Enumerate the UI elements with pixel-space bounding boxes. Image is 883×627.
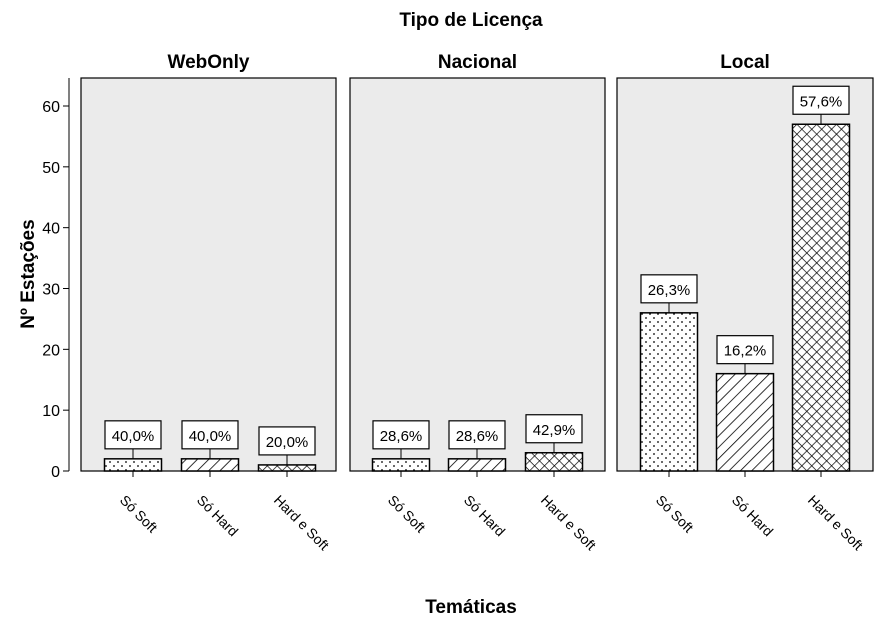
x-tick-label: Hard e Soft <box>538 492 599 553</box>
panel-webonly: WebOnly 40,0% Só Soft 40,0% Só Hard 20,0% Hard… <box>80 52 337 553</box>
y-tick-label: 60 <box>42 99 60 116</box>
bar <box>791 123 851 472</box>
data-label: 26,3% <box>648 282 691 299</box>
panel-local: Local 26,3% Só Soft 16,2% Só Hard 57,6% Hard e… <box>616 52 874 553</box>
x-tick-label: Hard e Soft <box>271 492 332 553</box>
panel-background <box>349 77 606 472</box>
data-label: 16,2% <box>724 343 767 360</box>
panel-header: Local <box>720 52 770 73</box>
chart-title: Tipo de Licença <box>399 10 543 31</box>
data-label: 28,6% <box>380 428 423 445</box>
data-label-box <box>640 274 698 304</box>
bar <box>715 372 775 472</box>
x-tick-label: Hard e Soft <box>805 492 866 553</box>
data-label: 28,6% <box>456 428 499 445</box>
chart-panels: WebOnly 40,0% Só Soft 40,0% Só Hard 20,0% Hard… <box>80 52 874 553</box>
x-axis-title: Temáticas <box>425 597 517 618</box>
x-tick-label: Só Hard <box>194 492 242 540</box>
bar <box>447 458 507 472</box>
bar <box>524 452 584 472</box>
data-label: 57,6% <box>800 93 843 110</box>
y-tick-label: 10 <box>42 403 60 420</box>
data-label: 40,0% <box>112 428 155 445</box>
x-tick-label: Só Soft <box>385 492 429 536</box>
bar <box>180 458 240 472</box>
y-tick-label: 50 <box>42 160 60 177</box>
y-axis: 0 10 20 30 40 50 60 <box>42 78 70 481</box>
y-axis-title: Nº Estações <box>18 219 39 328</box>
bar <box>371 458 431 472</box>
x-tick-label: Só Soft <box>117 492 161 536</box>
panel-header: Nacional <box>438 52 517 73</box>
panel-background <box>80 77 337 472</box>
data-label-box <box>716 335 774 365</box>
data-label-box <box>181 420 239 450</box>
bar <box>639 312 699 472</box>
data-label: 40,0% <box>189 428 232 445</box>
data-label-box <box>792 85 850 115</box>
y-tick-label: 40 <box>42 221 60 238</box>
bar <box>257 464 317 472</box>
data-label-box <box>448 420 506 450</box>
x-tick-label: Só Hard <box>729 492 777 540</box>
y-tick-label: 20 <box>42 342 60 359</box>
panel-header: WebOnly <box>168 52 250 73</box>
y-tick-label: 30 <box>42 282 60 299</box>
data-label-box <box>372 420 430 450</box>
x-tick-label: Só Soft <box>653 492 697 536</box>
bar <box>103 458 163 472</box>
data-label-box <box>104 420 162 450</box>
data-label: 42,9% <box>533 422 576 439</box>
data-label-box <box>525 414 583 444</box>
y-tick-label: 0 <box>51 464 60 481</box>
data-label: 20,0% <box>266 434 309 451</box>
data-label-box <box>258 426 316 456</box>
x-tick-label: Só Hard <box>461 492 509 540</box>
panel-nacional: Nacional 28,6% Só Soft 28,6% Só Hard 42,9% Har… <box>349 52 606 553</box>
